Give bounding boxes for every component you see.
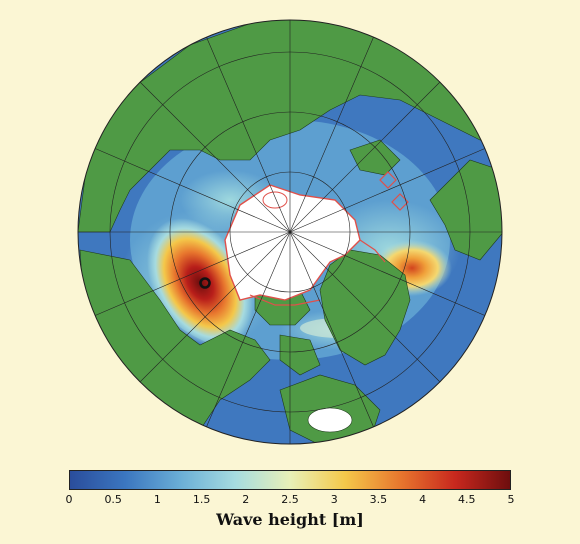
graticule <box>78 20 502 444</box>
colorbar-tick-label: 0.5 <box>104 493 122 506</box>
colorbar-tick-label: 3.5 <box>369 493 388 506</box>
colorbar-tick-label: 4 <box>419 493 427 506</box>
map-boundary <box>77 19 503 445</box>
colorbar-ticks: 0 0.5 1 1.5 2 2.5 3 3.5 4 4.5 5 <box>65 491 515 506</box>
colorbar-tick-label: 1 <box>153 493 161 506</box>
colorbar-title: Wave height [m] <box>216 510 364 529</box>
colorbar-tick-label: 5 <box>507 493 515 506</box>
colorbar-tick-label: 1.5 <box>192 493 211 506</box>
ice-edge-contours <box>249 171 409 306</box>
colorbar-tick-label: 0 <box>65 493 73 506</box>
colorbar-gradient <box>70 471 510 489</box>
location-marker <box>199 277 211 289</box>
colorbar-tick-label: 2 <box>242 493 250 506</box>
colorbar-tick-label: 4.5 <box>458 493 476 506</box>
colorbar-tick-label: 2.5 <box>281 493 299 506</box>
sea-ice <box>224 184 361 433</box>
colorbar-tick-label: 3 <box>330 493 338 506</box>
colorbar <box>69 470 511 490</box>
